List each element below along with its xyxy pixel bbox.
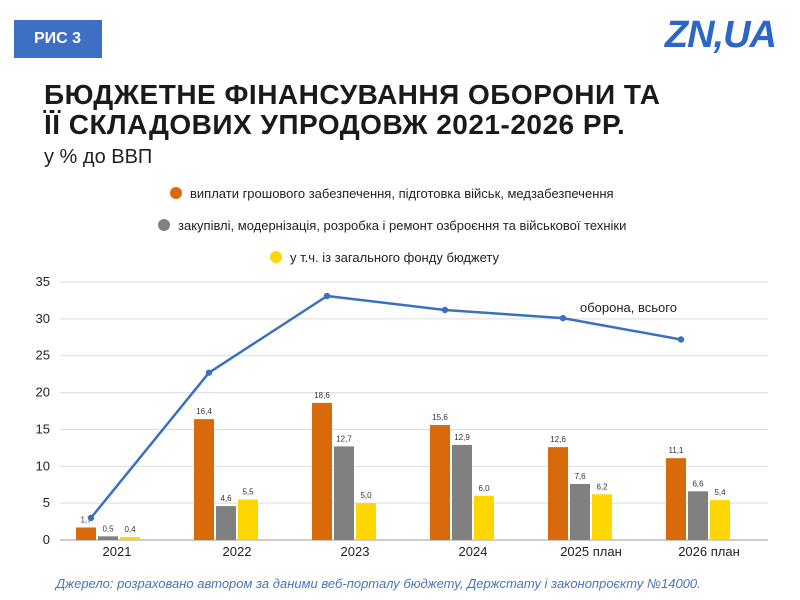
x-tick-label: 2022 (223, 544, 252, 559)
bar (474, 495, 494, 540)
bar (76, 527, 96, 540)
line-point (205, 369, 213, 376)
bar-value-label: 5,4 (714, 488, 726, 497)
bar (356, 503, 376, 540)
bar-value-label: 18,6 (314, 391, 330, 400)
bar (592, 494, 612, 540)
line-point (441, 306, 449, 314)
line-point (559, 314, 567, 322)
legend-dot-yellow-icon (270, 251, 282, 263)
legend-label-general-fund: у т.ч. із загального фонду бюджету (290, 250, 500, 265)
bar (710, 500, 730, 540)
bar (452, 444, 472, 540)
bar (570, 483, 590, 540)
y-tick-label: 15 (36, 421, 50, 436)
y-tick-label: 0 (43, 532, 50, 547)
bar-value-label: 6,6 (692, 479, 704, 488)
y-tick-label: 25 (36, 348, 50, 363)
bar-value-label: 4,6 (220, 494, 232, 503)
bar-value-label: 7,6 (574, 472, 586, 481)
bar (120, 537, 140, 540)
legend-item-procurement: закупівлі, модернізація, розробка і ремо… (158, 218, 626, 233)
legend-item-payments: виплати грошового забезпечення, підготов… (170, 186, 614, 201)
bar-value-label: 12,6 (550, 435, 566, 444)
y-tick-label: 5 (43, 495, 50, 510)
chart-title-line-1: БЮДЖЕТНЕ ФІНАНСУВАННЯ ОБОРОНИ ТА (44, 79, 661, 110)
bar-value-label: 6,2 (596, 482, 608, 491)
bar (312, 402, 332, 540)
x-tick-label: 2026 план (678, 544, 740, 559)
bar-value-label: 0,5 (102, 524, 114, 533)
bar (334, 446, 354, 540)
line-point (87, 514, 95, 522)
total-defence-line (90, 294, 682, 519)
bar (666, 458, 686, 540)
figure-badge: РИС 3 (14, 20, 102, 58)
source-note: Джерело: розраховано автором за даними в… (56, 576, 701, 591)
y-tick-label: 35 (36, 274, 50, 289)
legend-label-procurement: закупівлі, модернізація, розробка і ремо… (178, 218, 627, 233)
x-tick-label: 2025 план (560, 544, 622, 559)
bar (688, 491, 708, 540)
bar-value-label: 1,7 (80, 515, 92, 524)
bar (98, 536, 118, 540)
bar-value-label: 12,9 (454, 433, 470, 442)
x-tick-label: 2023 (341, 544, 370, 559)
line-series-label: оборона, всього (580, 300, 677, 315)
chart-subtitle: у % до ВВП (44, 146, 153, 168)
bar-value-label: 12,7 (336, 434, 352, 443)
bar-value-label: 0,4 (124, 525, 136, 534)
y-tick-label: 30 (36, 311, 50, 326)
chart-title: БЮДЖЕТНЕ ФІНАНСУВАННЯ ОБОРОНИ ТА ЇЇ СКЛА… (44, 80, 660, 140)
x-tick-label: 2024 (459, 544, 488, 559)
bar-value-label: 5,0 (360, 491, 372, 500)
x-tick-label: 2021 (103, 544, 132, 559)
zn-ua-logo: ZN,UA (664, 14, 777, 56)
bar-value-label: 15,6 (432, 413, 448, 422)
y-tick-label: 10 (36, 458, 50, 473)
bar (430, 425, 450, 540)
bar-value-label: 5,5 (242, 487, 254, 496)
bar-value-label: 11,1 (669, 446, 685, 455)
legend-dot-orange-icon (170, 187, 182, 199)
bar (238, 499, 258, 540)
bar (194, 419, 214, 540)
bar-value-label: 6,0 (478, 484, 490, 493)
line-point (677, 336, 685, 343)
legend-item-general-fund: у т.ч. із загального фонду бюджету (270, 250, 499, 265)
bar (216, 506, 236, 540)
bar (548, 447, 568, 540)
legend-label-payments: виплати грошового забезпечення, підготов… (190, 186, 614, 201)
chart-title-line-2: ЇЇ СКЛАДОВИХ УПРОДОВЖ 2021-2026 РР. (44, 109, 626, 140)
line-point (323, 292, 331, 300)
legend-dot-grey-icon (158, 219, 170, 231)
y-tick-label: 20 (36, 385, 50, 400)
bar-value-label: 16,4 (196, 407, 212, 416)
